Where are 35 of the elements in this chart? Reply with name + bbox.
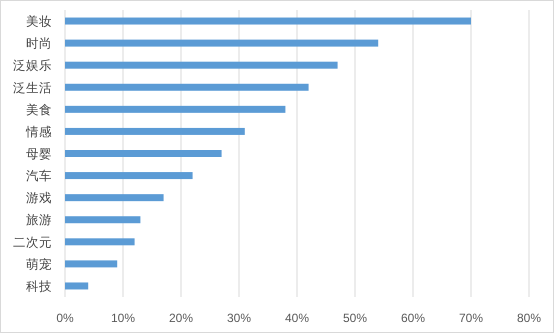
x-tick-label: 40% <box>284 311 310 325</box>
y-tick-label: 母婴 <box>26 147 52 161</box>
bar <box>65 216 140 224</box>
bar <box>65 238 135 246</box>
bar <box>65 40 378 47</box>
bar <box>65 260 118 268</box>
y-tick-label: 泛生活 <box>13 80 52 95</box>
x-tick-label: 30% <box>226 311 252 325</box>
bar <box>65 150 222 157</box>
x-tick-label: 70% <box>458 311 484 325</box>
y-tick-label: 游戏 <box>26 191 52 206</box>
bar <box>65 106 286 113</box>
y-tick-label: 二次元 <box>13 235 52 250</box>
bar <box>65 84 309 91</box>
x-tick-label: 0% <box>56 311 74 325</box>
y-tick-label: 美食 <box>26 102 52 117</box>
y-tick-label: 时尚 <box>26 36 52 51</box>
bar <box>65 62 338 69</box>
x-tick-label: 20% <box>168 311 194 325</box>
bar <box>65 282 88 290</box>
x-tick-label: 50% <box>342 311 368 325</box>
x-tick-label: 60% <box>400 311 426 325</box>
y-tick-label: 汽车 <box>26 169 52 184</box>
y-tick-label: 萌宠 <box>26 257 52 272</box>
y-tick-label: 情感 <box>25 124 52 139</box>
x-tick-label: 80% <box>516 311 542 325</box>
bar <box>65 128 245 135</box>
y-tick-label: 旅游 <box>26 213 52 228</box>
bar <box>65 194 164 202</box>
y-tick-label: 美妆 <box>26 14 52 29</box>
bar <box>65 172 193 180</box>
y-tick-label: 泛娱乐 <box>13 58 52 73</box>
y-tick-label: 科技 <box>26 279 52 294</box>
bar <box>65 18 471 25</box>
x-tick-label: 10% <box>110 311 136 325</box>
